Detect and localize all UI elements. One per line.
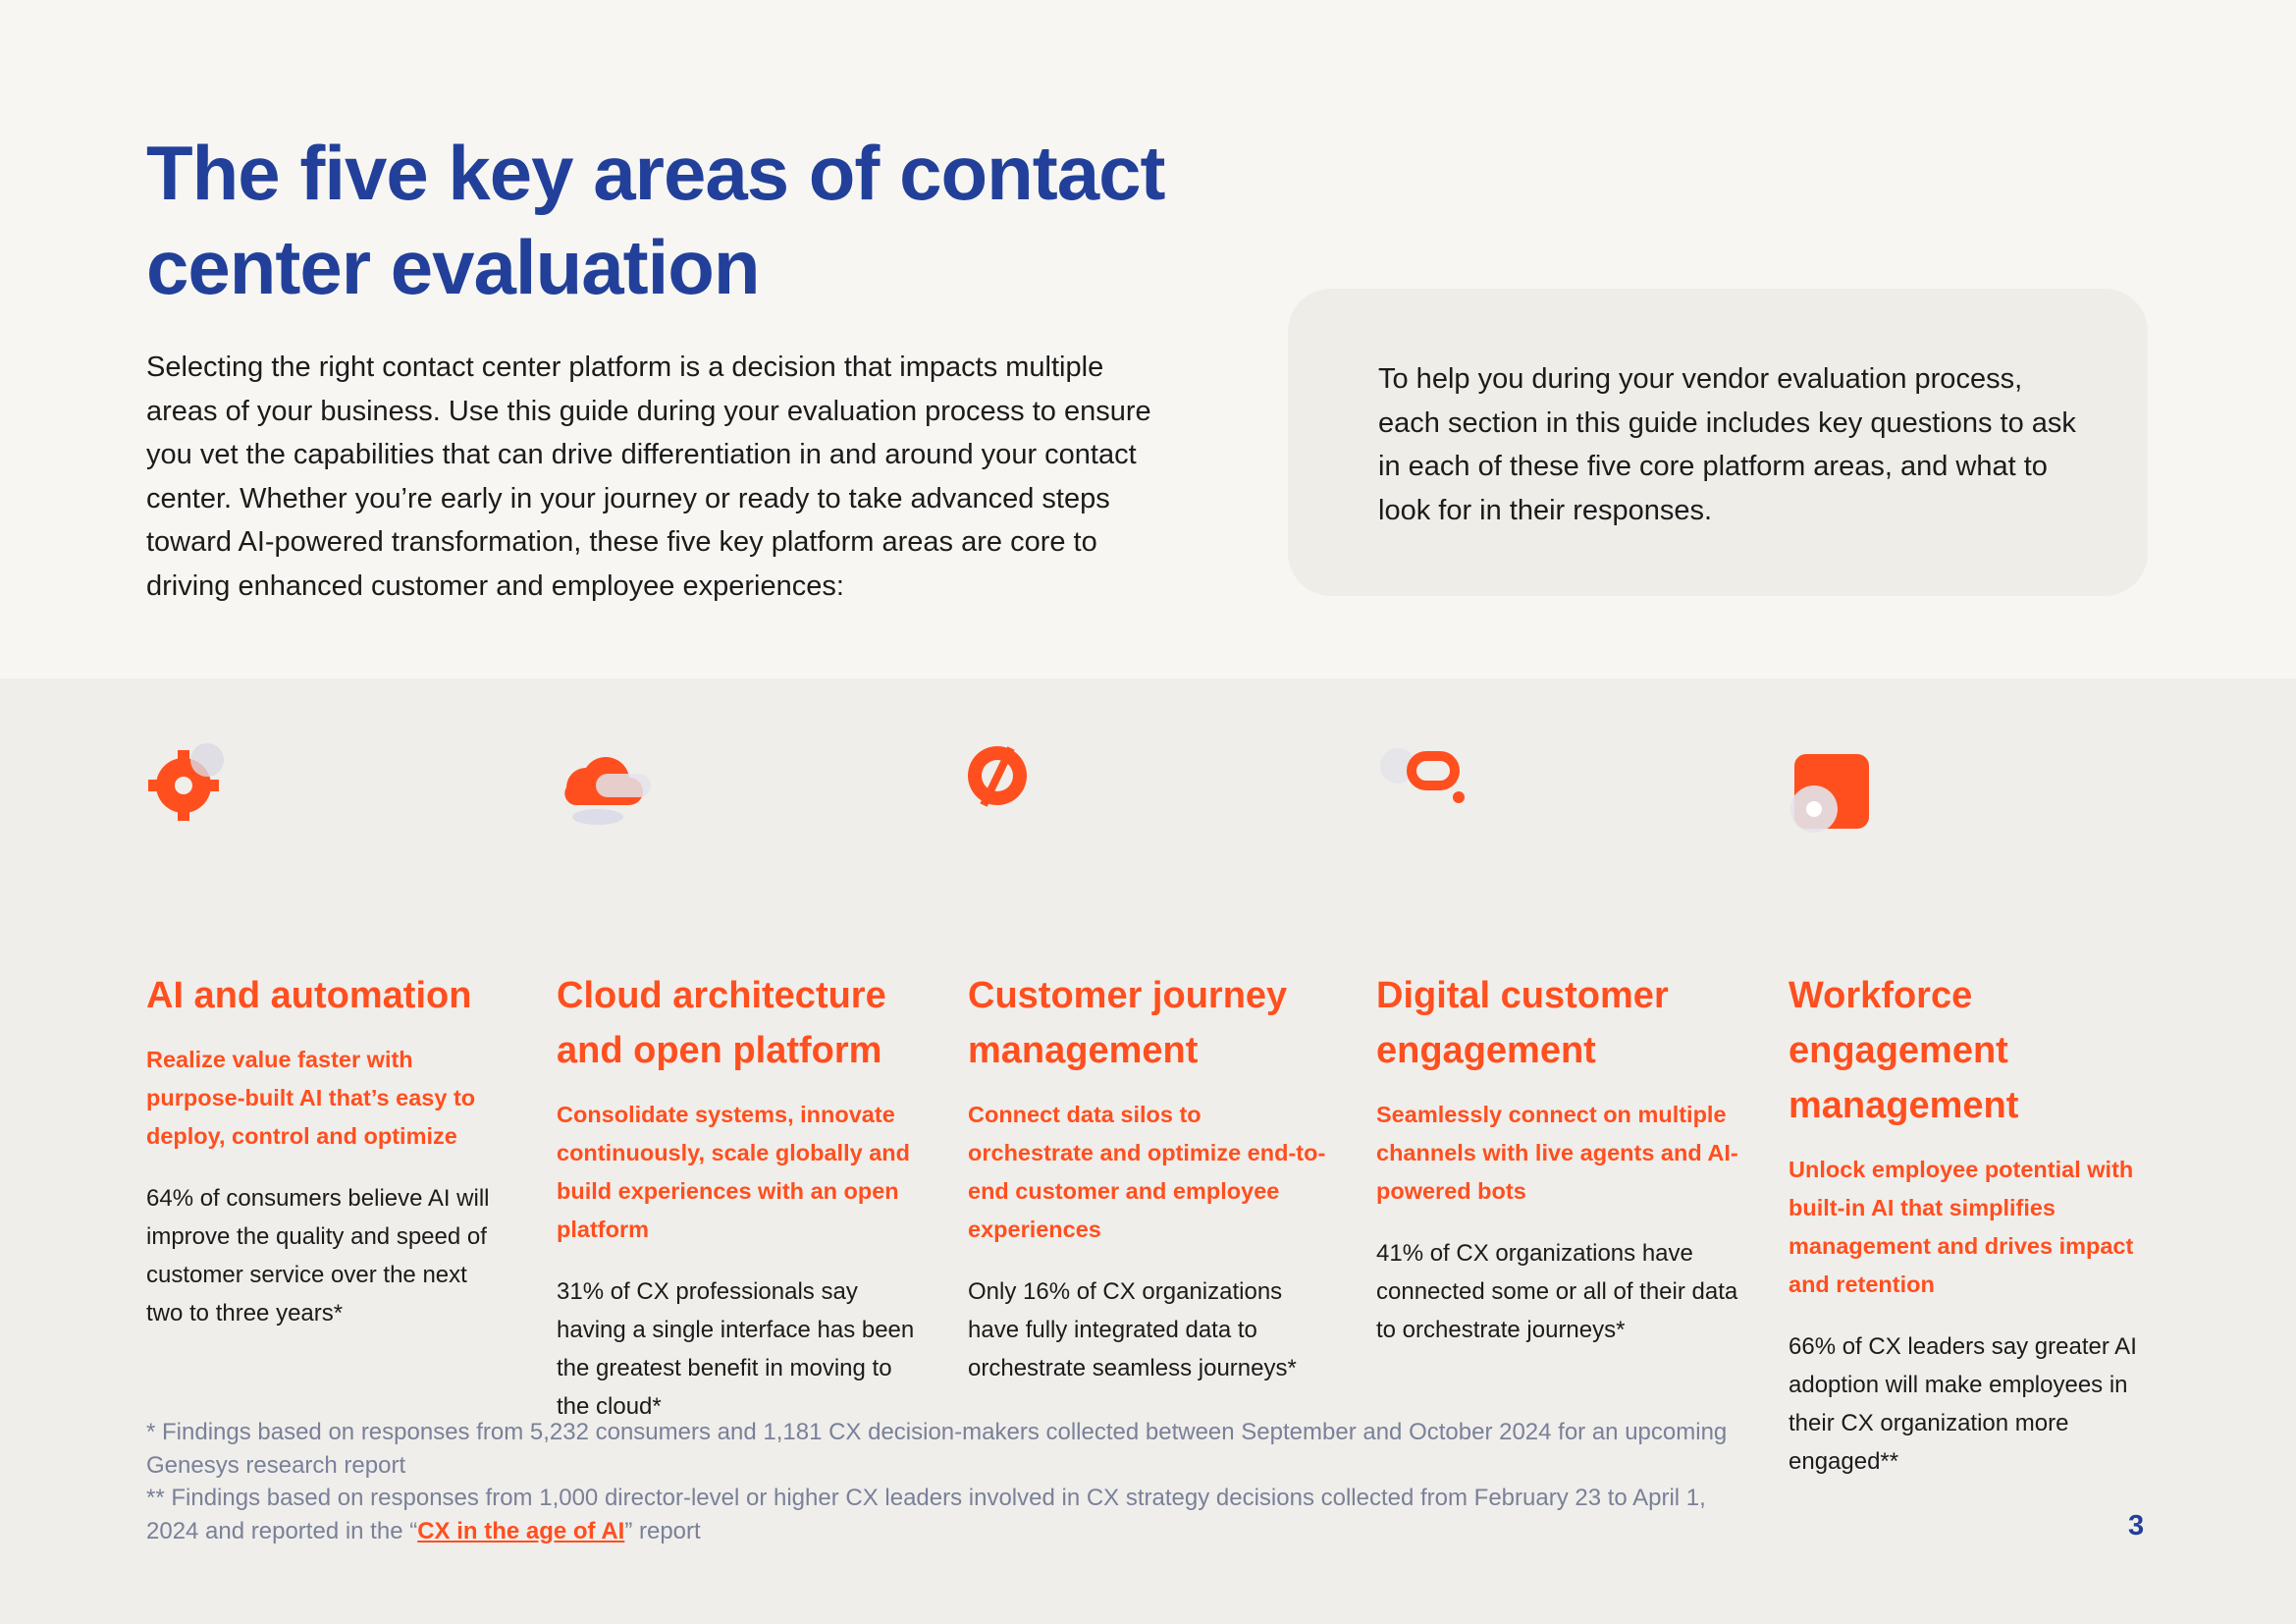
icon bbox=[1790, 754, 1869, 833]
area: AI and automation Realize value faster w… bbox=[146, 736, 509, 1332]
area: Cloud architecture and open platform Con… bbox=[557, 736, 920, 1426]
area-body: 31% of CX professionals say having a sin… bbox=[557, 1278, 915, 1420]
icon bbox=[968, 746, 1027, 807]
report-link[interactable]: CX in the age of AI bbox=[417, 1517, 625, 1544]
title: The five key areas of contact center eva… bbox=[146, 130, 1165, 310]
area-title: AI and automation bbox=[146, 975, 472, 1016]
area-subtitle: Unlock employee potential with built-in … bbox=[1789, 1157, 2134, 1297]
area-title: Digital customer engagement bbox=[1376, 975, 1669, 1071]
area-title: Workforce engagement management bbox=[1789, 975, 2019, 1126]
footnote-text: ” report bbox=[624, 1517, 701, 1544]
callout: To help you during your vendor evaluatio… bbox=[1378, 363, 2076, 526]
area-title: Cloud architecture and open platform bbox=[557, 975, 886, 1071]
area-body: 66% of CX leaders say greater AI adoptio… bbox=[1789, 1333, 2137, 1475]
area-title: Customer journey management bbox=[968, 975, 1288, 1071]
area-body: 41% of CX organizations have connected s… bbox=[1376, 1240, 1738, 1343]
area-body: 64% of consumers believe AI will improve… bbox=[146, 1185, 490, 1326]
area-subtitle: Consolidate systems, innovate continuous… bbox=[557, 1102, 910, 1242]
area: Digital customer engagement Seamlessly c… bbox=[1376, 736, 1739, 1349]
area: Workforce engagement management Unlock e… bbox=[1789, 736, 2152, 1481]
icon bbox=[1380, 748, 1465, 803]
icon bbox=[148, 743, 224, 821]
footnote-text: ** Findings based on responses from 1,00… bbox=[146, 1485, 1706, 1544]
callout-box bbox=[1288, 289, 2148, 596]
areas-band bbox=[0, 678, 2296, 1624]
area-subtitle: Realize value faster with purpose-built … bbox=[146, 1047, 476, 1149]
footnotes: * Findings based on responses from 5,232… bbox=[146, 1416, 1736, 1547]
icon bbox=[564, 756, 651, 825]
area-subtitle: Seamlessly connect on multiple channels … bbox=[1376, 1102, 1738, 1204]
page-number: 3 bbox=[2128, 1510, 2145, 1542]
footnote: * Findings based on responses from 5,232… bbox=[146, 1419, 1728, 1479]
area: Customer journey management Connect data… bbox=[968, 736, 1331, 1387]
footnote: ** Findings based on responses from 1,00… bbox=[146, 1482, 1736, 1547]
area-body: Only 16% of CX organizations have fully … bbox=[968, 1278, 1297, 1381]
area-subtitle: Connect data silos to orchestrate and op… bbox=[968, 1102, 1326, 1242]
intro: Selecting the right contact center platf… bbox=[146, 352, 1151, 602]
